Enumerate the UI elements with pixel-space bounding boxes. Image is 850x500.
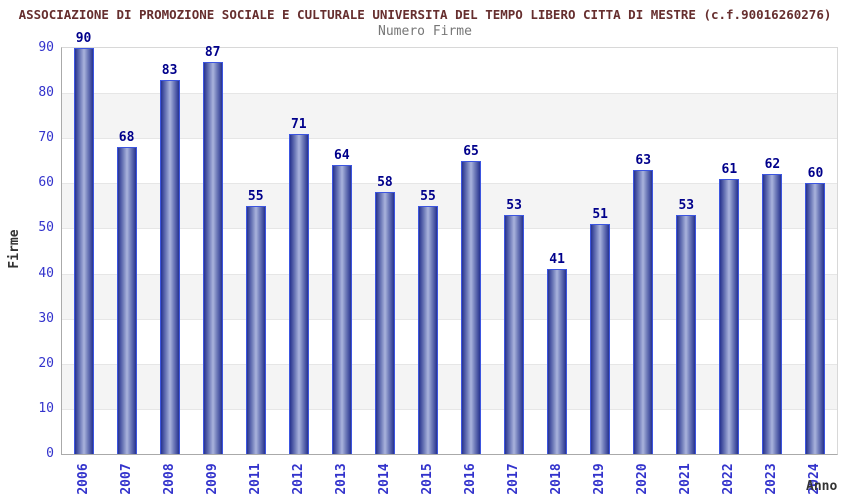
y-tick-label: 70 bbox=[38, 130, 54, 146]
bar bbox=[590, 223, 611, 454]
bar-value-label: 53 bbox=[678, 197, 695, 213]
bar-value-label: 41 bbox=[549, 252, 565, 268]
y-tick-label: 50 bbox=[38, 220, 54, 236]
x-tick-label: 2019 bbox=[592, 463, 608, 495]
x-axis-title: Anno bbox=[806, 479, 838, 494]
bar-value-label: 51 bbox=[592, 206, 609, 222]
bar bbox=[73, 48, 94, 454]
bar bbox=[719, 178, 740, 454]
bar-value-label: 53 bbox=[506, 197, 522, 213]
bar bbox=[159, 79, 180, 454]
grid-band bbox=[62, 183, 837, 229]
bar-value-label: 61 bbox=[721, 161, 738, 177]
bar bbox=[633, 169, 654, 454]
bar bbox=[245, 205, 266, 454]
bar bbox=[805, 183, 826, 454]
bar-value-label: 55 bbox=[420, 188, 436, 204]
grid-line bbox=[62, 363, 837, 365]
bar-value-label: 71 bbox=[290, 116, 307, 132]
x-tick-label: 2012 bbox=[290, 463, 306, 495]
x-tick-label: 2017 bbox=[506, 463, 522, 495]
x-tick-label: 2018 bbox=[549, 463, 565, 495]
x-tick-label: 2023 bbox=[764, 463, 780, 495]
bar-value-label: 60 bbox=[807, 166, 824, 182]
bar bbox=[116, 147, 137, 454]
bar-value-label: 90 bbox=[75, 31, 92, 46]
x-tick-label: 2014 bbox=[376, 463, 392, 495]
grid-band bbox=[62, 93, 837, 139]
bar-value-label: 58 bbox=[377, 175, 393, 191]
bar bbox=[762, 174, 783, 454]
grid-band bbox=[62, 273, 837, 319]
y-tick-label: 10 bbox=[38, 400, 54, 416]
x-tick-label: 2011 bbox=[247, 463, 263, 495]
x-tick-label: 2007 bbox=[118, 463, 134, 495]
x-tick-label: 2009 bbox=[204, 463, 220, 495]
y-tick-label: 90 bbox=[38, 40, 54, 55]
bar-value-label: 62 bbox=[764, 157, 781, 173]
x-tick-label: 2013 bbox=[333, 463, 349, 495]
chart-title: ASSOCIAZIONE DI PROMOZIONE SOCIALE E CUL… bbox=[18, 7, 832, 22]
grid-line bbox=[62, 273, 837, 275]
y-tick-label: 80 bbox=[38, 85, 54, 101]
grid-line bbox=[62, 318, 837, 320]
y-tick-label: 40 bbox=[38, 265, 54, 281]
grid-line bbox=[62, 183, 837, 185]
x-tick-label: 2008 bbox=[161, 463, 177, 495]
bar bbox=[202, 61, 223, 454]
grid-band bbox=[62, 363, 837, 409]
bar bbox=[331, 165, 352, 454]
bar bbox=[288, 133, 309, 454]
chart-subtitle: Numero Firme bbox=[378, 24, 472, 39]
bar bbox=[547, 269, 568, 454]
bar-value-label: 63 bbox=[635, 152, 652, 168]
bar-value-label: 87 bbox=[204, 44, 221, 60]
bar bbox=[417, 205, 438, 454]
y-tick-label: 20 bbox=[38, 355, 54, 371]
y-tick-label: 0 bbox=[46, 446, 54, 461]
bar-value-label: 64 bbox=[334, 148, 350, 164]
grid-line bbox=[62, 228, 837, 230]
x-tick-label: 2020 bbox=[635, 463, 651, 495]
bar bbox=[461, 160, 482, 454]
x-tick-label: 2021 bbox=[678, 463, 694, 495]
bar bbox=[676, 214, 697, 454]
bar bbox=[504, 214, 525, 454]
x-tick-label: 2015 bbox=[419, 463, 435, 495]
bar bbox=[374, 192, 395, 454]
bar-value-label: 55 bbox=[247, 188, 264, 204]
grid-line bbox=[62, 138, 837, 140]
y-tick-label: 30 bbox=[38, 310, 54, 326]
x-tick-label: 2022 bbox=[721, 463, 737, 495]
grid-line bbox=[62, 408, 837, 410]
grid-line bbox=[62, 93, 837, 95]
x-tick-label: 2016 bbox=[463, 463, 479, 495]
bar-value-label: 65 bbox=[463, 143, 479, 159]
plot-area: 90 68 83 87 55 71 64 58 55 65 53 41 51 63 53 61 62 60 bbox=[61, 32, 838, 455]
x-tick-label: 2006 bbox=[75, 463, 91, 495]
bar-value-label: 68 bbox=[118, 130, 135, 146]
bar-value-label: 83 bbox=[161, 62, 178, 78]
y-tick-label: 60 bbox=[38, 175, 54, 191]
